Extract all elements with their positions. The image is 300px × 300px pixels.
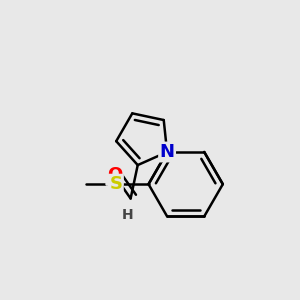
Text: O: O (107, 167, 122, 184)
Text: S: S (109, 175, 122, 193)
Text: H: H (122, 208, 133, 221)
Text: N: N (160, 143, 175, 161)
